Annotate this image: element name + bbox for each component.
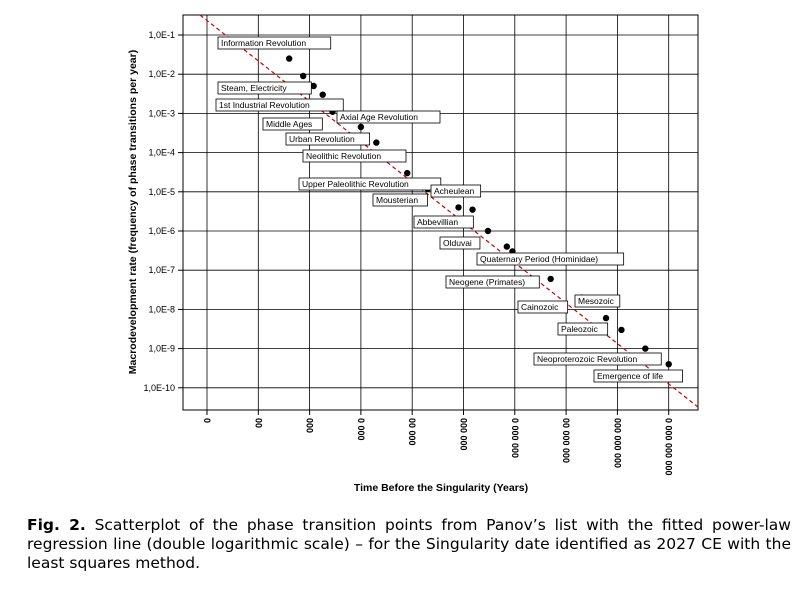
y-tick-label: 1,0E-3 [148,108,175,118]
point-label-box [445,275,540,289]
point-label: Paleozoic [561,324,599,334]
point-label-box [217,81,312,95]
point-label: 1st Industrial Revolution [219,100,310,110]
y-tick-label: 1,0E-1 [148,30,175,40]
figure-label: Fig. 2. [27,516,86,534]
point-label: Emergence of life [597,371,663,381]
data-point [469,206,476,213]
x-tick-label: 0 [202,418,212,423]
point-label: Information Revolution [221,38,306,48]
caption-text: Scatterplot of the phase transition poin… [27,516,791,572]
y-tick-label: 1,0E-10 [143,383,175,393]
x-axis-ticks: 0 00 000 0 000 00 000 000 000 0 000 000 00 000 … [202,410,674,476]
y-tick-label: 1,0E-4 [148,148,175,158]
x-tick-label: 0 000 000 000 [664,418,674,476]
y-tick-label: 1,0E-9 [148,344,175,354]
y-axis-ticks: 1,0E-1 1,0E-2 1,0E-3 1,0E-4 1,0E-5 1,0E-6 1,0E… [143,30,183,393]
x-tick-label: 00 000 [407,418,417,446]
x-tick-label: 00 [253,418,263,428]
point-label-box [517,300,569,314]
figure-caption: Fig. 2. Scatterplot of the phase transit… [27,516,791,573]
point-label: Steam, Electricity [221,83,287,93]
point-label-box [476,252,625,266]
x-tick-label: 0 000 000 [510,418,520,458]
point-label-box [574,294,621,308]
data-point [665,360,672,368]
point-label-box [285,132,370,146]
y-tick-label: 1,0E-6 [148,226,175,236]
data-point [285,55,293,62]
data-point [602,314,610,322]
y-tick-label: 1,0E-8 [148,304,175,314]
point-label-box [217,36,332,50]
data-point [503,243,511,250]
point-label-box [298,177,442,191]
point-label: Middle Ages [266,119,312,129]
data-point [357,123,365,131]
point-labels: Information Revolution Steam, Electricity… [215,36,683,383]
point-label: Quaternary Period (Hominidae) [480,254,598,264]
data-point [455,204,462,211]
y-tick-label: 1,0E-5 [148,187,175,197]
point-label-box [533,352,662,366]
point-label-box [439,236,481,250]
x-axis-title: Time Before the Singularity (Years) [354,482,528,494]
x-tick-label: 00 000 000 [561,418,571,463]
point-label: Olduvai [443,238,472,248]
point-label: Axial Age Revolution [340,112,418,122]
point-label: Mesozoic [578,296,615,306]
point-label: Neogene (Primates) [449,277,525,287]
point-label: Neolithic Revolution [306,151,381,161]
data-point [373,139,380,146]
point-label-box [413,215,474,229]
data-point [618,326,625,334]
grid [183,15,698,410]
point-label-box [557,322,609,336]
x-tick-label: 000 000 [459,418,469,451]
point-label: Neoproterozoic Revolution [537,354,637,364]
y-tick-label: 1,0E-2 [148,69,175,79]
data-point [319,91,326,98]
y-axis-title: Macrodevelopment rate (frequency of phas… [127,50,139,374]
y-tick-label: 1,0E-7 [148,265,175,275]
point-label: Cainozoic [521,302,559,312]
point-label: Abbevillian [417,217,458,227]
point-label-box [215,98,344,112]
trend-line [199,14,699,408]
data-point [404,169,411,177]
point-label-box [302,149,407,163]
plot-frame [182,14,699,411]
scatter-chart: 1,0E-1 1,0E-2 1,0E-3 1,0E-4 1,0E-5 1,0E-6 1,0E… [127,14,699,494]
data-point [310,82,317,90]
point-label-box [262,117,323,131]
point-label: Acheulean [434,186,474,196]
x-tick-label: 000 [305,418,315,433]
x-tick-label: 000 000 000 [612,418,622,468]
point-label-box [593,369,683,383]
point-label-box [336,110,441,124]
point-label-box [430,184,482,198]
data-points [285,55,672,368]
data-point [547,275,554,283]
trend-line-group [199,14,699,408]
point-label: Urban Revolution [289,134,355,144]
data-point [299,72,307,80]
data-point [484,227,492,235]
point-label: Mousterian [376,195,418,205]
data-point [642,345,649,352]
point-label: Upper Paleolithic Revolution [302,179,409,189]
x-tick-label: 0 000 [356,418,366,441]
point-label-box [372,193,428,207]
